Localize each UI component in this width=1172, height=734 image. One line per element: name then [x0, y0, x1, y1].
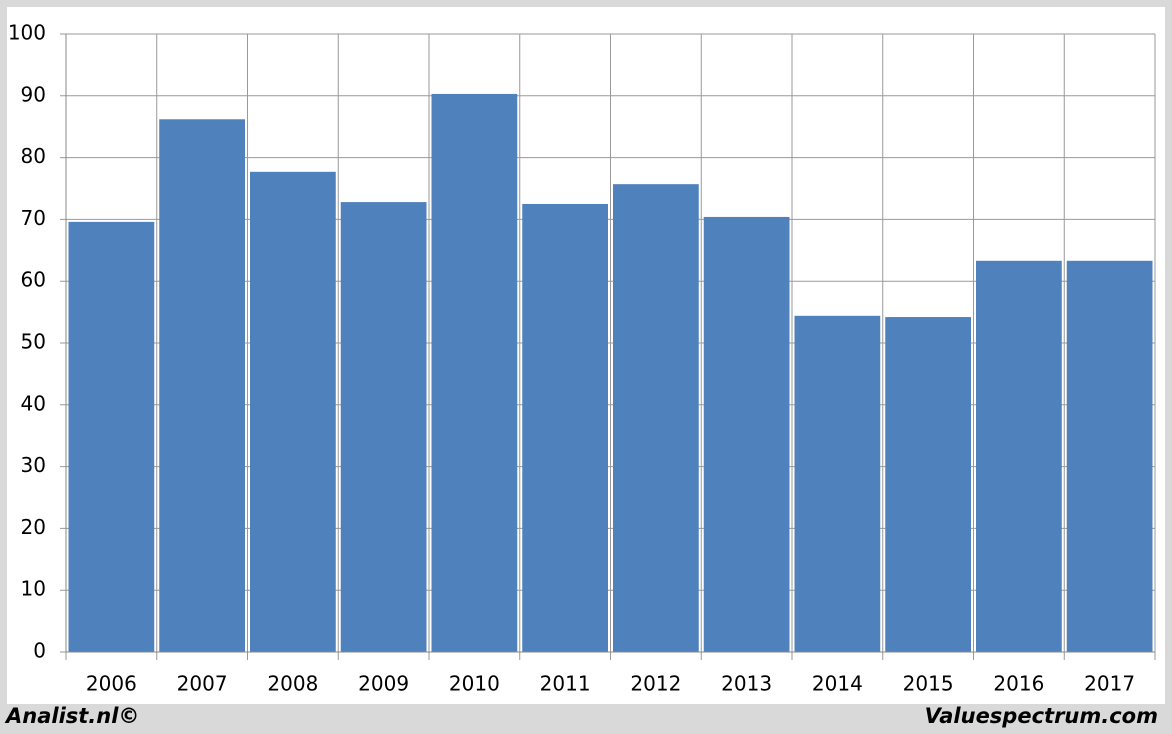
x-tick-label: 2011 [540, 672, 591, 696]
x-tick-label: 2014 [812, 672, 863, 696]
y-tick-label: 100 [8, 21, 46, 45]
x-tick-label: 2013 [721, 672, 772, 696]
bar [159, 119, 245, 652]
x-tick-label: 2012 [630, 672, 681, 696]
x-tick-label: 2006 [86, 672, 137, 696]
y-tick-label: 80 [21, 144, 46, 168]
y-tick-label: 70 [21, 206, 46, 230]
y-tick-label: 50 [21, 330, 46, 354]
bar [885, 317, 971, 652]
y-tick-label: 10 [21, 577, 46, 601]
footer-left: Analist.nl© [4, 704, 139, 728]
x-tick-label: 2016 [993, 672, 1044, 696]
x-tick-label: 2008 [267, 672, 318, 696]
bar [613, 184, 699, 652]
bar [1066, 260, 1153, 652]
bar [703, 216, 790, 653]
footer-right: Valuespectrum.com [925, 704, 1158, 728]
bar [340, 202, 427, 652]
x-tick-label: 2010 [449, 672, 500, 696]
y-tick-label: 60 [21, 268, 46, 292]
bar [522, 203, 608, 652]
y-tick-label: 40 [21, 391, 46, 415]
bar [250, 171, 336, 652]
x-tick-label: 2009 [358, 672, 409, 696]
x-tick-label: 2017 [1084, 672, 1135, 696]
bar [976, 260, 1062, 652]
x-tick-label: 2007 [177, 672, 228, 696]
y-tick-label: 20 [21, 515, 46, 539]
x-tick-label: 2015 [903, 672, 954, 696]
bar [794, 315, 881, 652]
bar [431, 93, 518, 653]
y-tick-label: 0 [33, 639, 46, 663]
bar [68, 221, 155, 652]
y-tick-label: 30 [21, 453, 46, 477]
y-tick-label: 90 [21, 82, 46, 106]
